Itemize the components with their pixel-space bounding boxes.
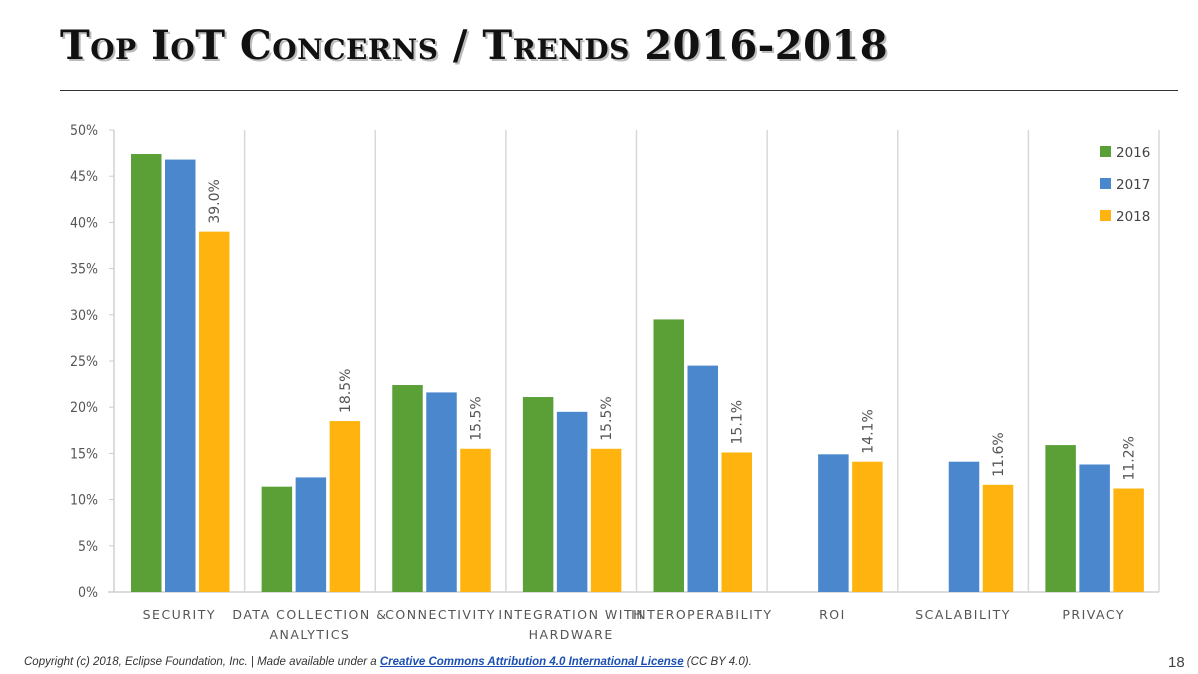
bar-2016-4 — [653, 319, 684, 592]
y-tick-label: 20% — [70, 400, 98, 416]
y-tick-label: 35% — [70, 262, 98, 278]
legend-swatch-2016 — [1100, 146, 1111, 157]
data-label: 15.5% — [599, 396, 615, 440]
data-label: 11.6% — [991, 432, 1007, 476]
bar-2018-6 — [982, 484, 1014, 592]
bar-2018-4 — [721, 452, 752, 592]
slide-title: Top IoT Concerns / Trends 2016-2018 — [60, 22, 889, 69]
data-label: 18.5% — [338, 369, 354, 413]
bar-2017-0 — [165, 159, 196, 592]
bar-2017-1 — [295, 477, 327, 592]
bar-2016-0 — [131, 154, 162, 593]
bar-2018-0 — [199, 231, 230, 592]
legend-label: 2018 — [1116, 209, 1150, 225]
bar-2017-2 — [426, 392, 457, 592]
bar-2018-5 — [852, 461, 883, 592]
legend-label: 2016 — [1116, 145, 1150, 161]
bar-2017-6 — [948, 461, 980, 592]
footer-text: Copyright (c) 2018, Eclipse Foundation, … — [24, 656, 380, 668]
footer-text-end: (CC BY 4.0). — [683, 656, 752, 668]
legend-swatch-2017 — [1100, 178, 1111, 189]
title-divider — [60, 90, 1178, 91]
bar-2018-3 — [590, 448, 622, 592]
data-label: 11.2% — [1122, 436, 1138, 480]
y-tick-label: 45% — [70, 169, 98, 185]
bar-2016-1 — [261, 486, 293, 592]
category-label: ROI — [819, 607, 846, 622]
y-tick-label: 0% — [78, 585, 98, 601]
y-tick-label: 10% — [70, 493, 98, 509]
category-label: INTEGRATION WITH — [498, 607, 644, 622]
bar-2017-7 — [1079, 464, 1110, 592]
data-label: 15.5% — [469, 396, 485, 440]
category-label: SCALABILITY — [915, 607, 1011, 622]
data-label: 15.1% — [730, 400, 746, 444]
bar-2017-3 — [556, 411, 588, 592]
legend-label: 2017 — [1116, 177, 1150, 193]
y-tick-label: 5% — [78, 539, 98, 555]
license-link[interactable]: Creative Commons Attribution 4.0 Interna… — [379, 656, 684, 668]
bar-2016-7 — [1045, 445, 1076, 592]
category-label: ANALYTICS — [269, 627, 350, 642]
bar-2018-2 — [460, 448, 491, 592]
y-tick-label: 15% — [70, 446, 98, 462]
bar-2017-5 — [818, 454, 849, 592]
y-tick-label: 30% — [70, 308, 98, 324]
legend-swatch-2018 — [1100, 210, 1111, 221]
category-label: SECURITY — [143, 607, 216, 622]
bar-2016-2 — [392, 385, 423, 592]
copyright-footer: Copyright (c) 2018, Eclipse Foundation, … — [24, 656, 752, 668]
data-label: 39.0% — [207, 179, 223, 223]
y-tick-label: 50% — [70, 123, 98, 139]
category-label: INTEROPERABILITY — [631, 607, 772, 622]
page-number: 18 — [1168, 654, 1185, 671]
category-label: PRIVACY — [1062, 607, 1125, 622]
bar-2018-7 — [1113, 488, 1144, 592]
bar-2018-1 — [329, 421, 361, 592]
y-tick-label: 25% — [70, 354, 98, 370]
category-label: CONNECTIVITY — [385, 607, 496, 622]
bar-2017-4 — [687, 365, 718, 592]
data-label: 14.1% — [860, 409, 876, 453]
category-label: DATA COLLECTION & — [232, 607, 387, 622]
y-tick-label: 40% — [70, 215, 98, 231]
category-label: HARDWARE — [529, 627, 614, 642]
bar-2016-3 — [522, 397, 554, 592]
